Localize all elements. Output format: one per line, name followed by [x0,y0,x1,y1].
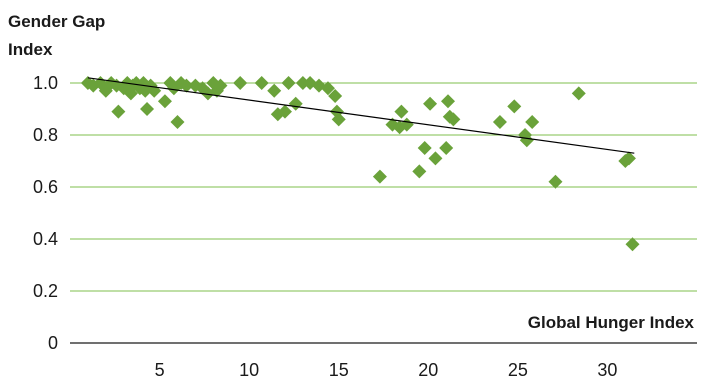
data-point [423,96,438,111]
x-tick-label: 25 [508,360,528,380]
data-point [170,115,185,129]
data-point [571,86,586,101]
data-point [111,104,126,119]
x-tick-labels: 5 10 15 20 25 30 [155,360,618,380]
y-tick-label: 0.2 [33,281,58,301]
y-tick-label: 1.0 [33,73,58,93]
data-point [440,94,455,109]
x-tick-label: 10 [239,360,259,380]
trendline [87,77,635,154]
x-tick-label: 5 [155,360,165,380]
data-point [320,81,335,96]
y-tick-label: 0.6 [33,177,58,197]
data-point [331,112,346,127]
data-point [507,99,522,114]
data-point [267,83,282,98]
x-tick-label: 15 [329,360,349,380]
data-point [213,78,228,93]
data-point [281,76,296,90]
y-axis-label-line-1: Gender Gap [8,12,105,31]
data-point [179,78,194,93]
data-point [295,76,310,90]
y-tick-label: 0.4 [33,229,58,249]
data-point [328,89,343,103]
data-point [385,117,400,132]
data-point [288,96,303,111]
data-point [621,151,636,166]
data-point [492,115,507,129]
data-point [417,141,432,155]
data-point [412,164,427,179]
data-point [277,104,292,119]
data-point [428,151,443,166]
y-axis-label-line-2: Index [8,40,53,59]
y-tick-label: 0 [48,333,58,353]
data-point [446,112,461,127]
x-tick-label: 30 [597,360,617,380]
data-point [519,133,534,148]
data-point [140,102,155,116]
x-tick-label: 20 [418,360,438,380]
data-point [525,115,540,129]
data-point [233,76,248,90]
data-point [625,237,640,252]
gridlines [70,82,697,292]
data-point [372,169,387,184]
y-tick-labels: 0 0.2 0.4 0.6 0.8 1.0 [33,73,58,353]
data-point [394,104,409,119]
data-point [548,174,563,189]
y-tick-label: 0.8 [33,125,58,145]
data-points [80,76,640,252]
data-point [254,76,269,90]
x-axis-label: Global Hunger Index [528,313,695,332]
data-point [439,141,454,155]
data-point [157,94,172,109]
